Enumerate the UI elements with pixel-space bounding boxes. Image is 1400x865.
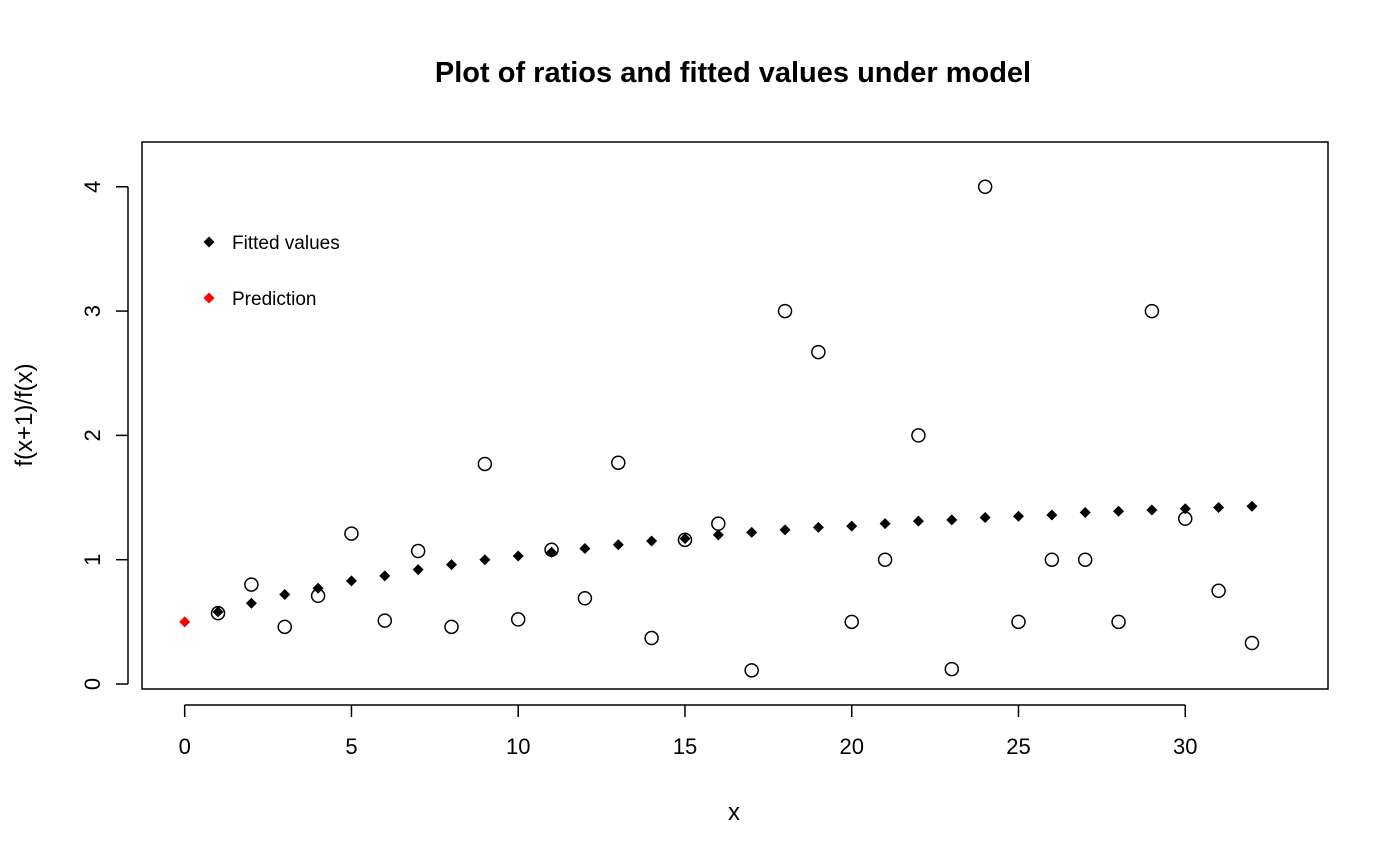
fitted-point	[1179, 503, 1191, 515]
legend-marker	[203, 236, 215, 248]
fitted-point	[612, 539, 624, 551]
ratio-point	[777, 303, 793, 319]
ratio-point	[611, 455, 626, 470]
fitted-point	[646, 535, 658, 547]
ratio-point	[377, 613, 393, 628]
fitted-point	[1046, 509, 1058, 521]
legend-label: Prediction	[232, 289, 317, 310]
legend: Fitted values Prediction	[203, 233, 340, 310]
fitted-point	[1113, 505, 1125, 517]
ratio-point	[1144, 303, 1160, 319]
ratio-point	[577, 590, 593, 606]
x-tick-label: 0	[179, 734, 191, 759]
ratio-point	[944, 661, 960, 677]
fitted-point	[279, 589, 291, 601]
y-tick-label: 3	[80, 305, 105, 317]
ratio-point	[1044, 552, 1060, 567]
fitted-point	[679, 533, 691, 545]
ratio-point	[744, 663, 759, 678]
chart-title: Plot of ratios and fitted values under m…	[435, 57, 1031, 89]
y-axis-label: f(x+1)/f(x)	[11, 363, 38, 466]
series-fitted-values	[212, 500, 1258, 618]
fitted-point	[312, 582, 324, 594]
ratio-point	[1244, 635, 1260, 651]
fitted-point	[746, 526, 758, 538]
fitted-point	[846, 520, 858, 532]
series-prediction	[179, 616, 191, 628]
x-tick-label: 30	[1173, 734, 1197, 759]
y-axis: 0 1 2 3 4	[80, 181, 129, 690]
fitted-point	[212, 606, 224, 618]
x-tick-label: 15	[673, 734, 697, 759]
fitted-point	[979, 511, 991, 523]
fitted-point	[412, 564, 424, 576]
ratio-point	[1011, 614, 1026, 630]
ratio-point	[244, 577, 259, 592]
fitted-point	[379, 570, 391, 582]
fitted-point	[712, 529, 724, 541]
ratio-point	[644, 630, 659, 646]
ratio-point	[1111, 614, 1126, 630]
x-axis-label: x	[728, 799, 740, 826]
ratio-point	[344, 526, 359, 541]
ratio-point	[911, 428, 926, 443]
ratio-point	[877, 552, 893, 567]
x-tick-label: 20	[839, 734, 863, 759]
fitted-point	[779, 524, 791, 536]
ratio-point	[711, 516, 726, 531]
fitted-point	[912, 515, 924, 527]
x-axis: 0 5 10 15 20 25 30	[179, 704, 1197, 759]
y-tick-label: 1	[80, 554, 105, 566]
fitted-point	[1213, 501, 1225, 513]
ratio-point	[277, 619, 292, 635]
legend-label: Fitted values	[232, 233, 340, 254]
fitted-point	[546, 546, 558, 558]
fitted-point	[946, 514, 958, 526]
ratio-point	[977, 179, 993, 195]
fitted-point	[1246, 500, 1258, 512]
ratio-point	[444, 619, 459, 635]
fitted-point	[446, 559, 458, 571]
legend-marker	[203, 292, 215, 304]
fitted-point	[579, 543, 591, 555]
fitted-point	[812, 521, 824, 533]
fitted-point	[479, 554, 491, 566]
x-tick-label: 5	[345, 734, 357, 759]
series-layer	[179, 179, 1260, 678]
fitted-point	[512, 550, 524, 562]
fitted-point	[1012, 510, 1024, 522]
fitted-point	[1079, 506, 1091, 518]
fitted-point	[245, 597, 257, 609]
ratio-point	[477, 456, 493, 472]
ratio-point	[410, 543, 426, 559]
x-tick-label: 10	[506, 734, 530, 759]
y-tick-label: 0	[80, 678, 105, 690]
fitted-point	[1146, 504, 1158, 516]
ratio-point	[1077, 552, 1093, 567]
prediction-point	[179, 616, 191, 628]
fitted-point	[345, 575, 357, 587]
fitted-point	[879, 518, 891, 530]
ratio-point	[1211, 583, 1226, 599]
ratio-point	[510, 612, 526, 627]
x-tick-label: 25	[1006, 734, 1030, 759]
y-tick-label: 2	[80, 429, 105, 441]
series-ratios	[210, 179, 1260, 678]
ratio-point	[844, 614, 859, 630]
ratio-point	[811, 344, 826, 360]
plot-frame	[141, 141, 1329, 690]
y-tick-label: 4	[80, 181, 105, 193]
